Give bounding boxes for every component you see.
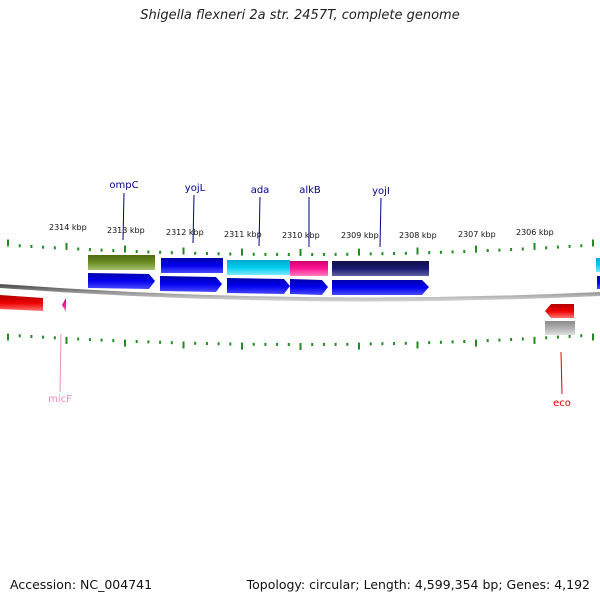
edge-cyan-block[interactable] — [596, 258, 600, 272]
gene-label-text: yojI — [372, 186, 390, 197]
gene-label-alkB[interactable]: alkB — [299, 185, 321, 247]
gene-label-text: eco — [553, 398, 571, 409]
topology-text: Topology: circular; Length: 4,599,354 bp… — [246, 577, 590, 592]
ompC-block[interactable] — [88, 255, 155, 270]
gene-label-ompC[interactable]: ompC — [109, 180, 139, 241]
gene-label-text: ompC — [109, 180, 138, 191]
tick-label: 2308 kbp — [399, 231, 437, 240]
gene-label-text: micF — [48, 394, 72, 405]
ompC-cds-arrow[interactable] — [88, 273, 155, 289]
gene-label-text: ada — [251, 185, 270, 196]
top-tick-row — [7, 239, 594, 256]
gene-label-text: yojL — [185, 183, 206, 194]
alkB-block[interactable] — [290, 261, 328, 276]
accession-text: Accession: NC_004741 — [10, 577, 153, 592]
genome-backbone — [0, 284, 600, 302]
map-title: Shigella flexneri 2a str. 2457T, complet… — [140, 8, 460, 23]
tick-label: 2306 kbp — [516, 228, 554, 237]
edge-blue-block[interactable] — [597, 276, 600, 289]
gene-label-yojI[interactable]: yojI — [372, 186, 390, 248]
tick-label: 2310 kbp — [282, 231, 320, 240]
ada-cds-arrow[interactable] — [227, 278, 290, 294]
gene-label-ada[interactable]: ada — [251, 185, 270, 247]
tick-label: 2311 kbp — [224, 230, 262, 239]
tick-label: 2309 kbp — [341, 231, 379, 240]
eco-gray-block[interactable] — [545, 321, 575, 335]
micF-feature[interactable] — [62, 298, 66, 312]
yojI-cds-arrow[interactable] — [332, 280, 429, 295]
bottom-tick-row — [7, 333, 594, 350]
eco-feature[interactable] — [545, 304, 574, 318]
yojI-block[interactable] — [332, 261, 429, 276]
gene-label-text: alkB — [299, 185, 321, 196]
alkB-cds-arrow[interactable] — [290, 279, 328, 295]
tick-label: 2313 kbp — [107, 226, 145, 235]
tick-label: 2312 kbp — [166, 228, 204, 237]
yojL-cds-arrow[interactable] — [160, 276, 222, 292]
gene-label-yojL[interactable]: yojL — [185, 183, 206, 244]
gene-label-micF[interactable]: micF — [48, 333, 72, 405]
left-red-feature[interactable] — [0, 295, 43, 311]
yojL-block[interactable] — [161, 258, 223, 273]
tick-label: 2307 kbp — [458, 230, 496, 239]
gene-label-eco[interactable]: eco — [553, 351, 571, 409]
ada-block[interactable] — [227, 260, 290, 275]
tick-label: 2314 kbp — [49, 223, 87, 232]
tick-labels: 2314 kbp 2313 kbp 2312 kbp 2311 kbp 2310… — [49, 223, 554, 240]
